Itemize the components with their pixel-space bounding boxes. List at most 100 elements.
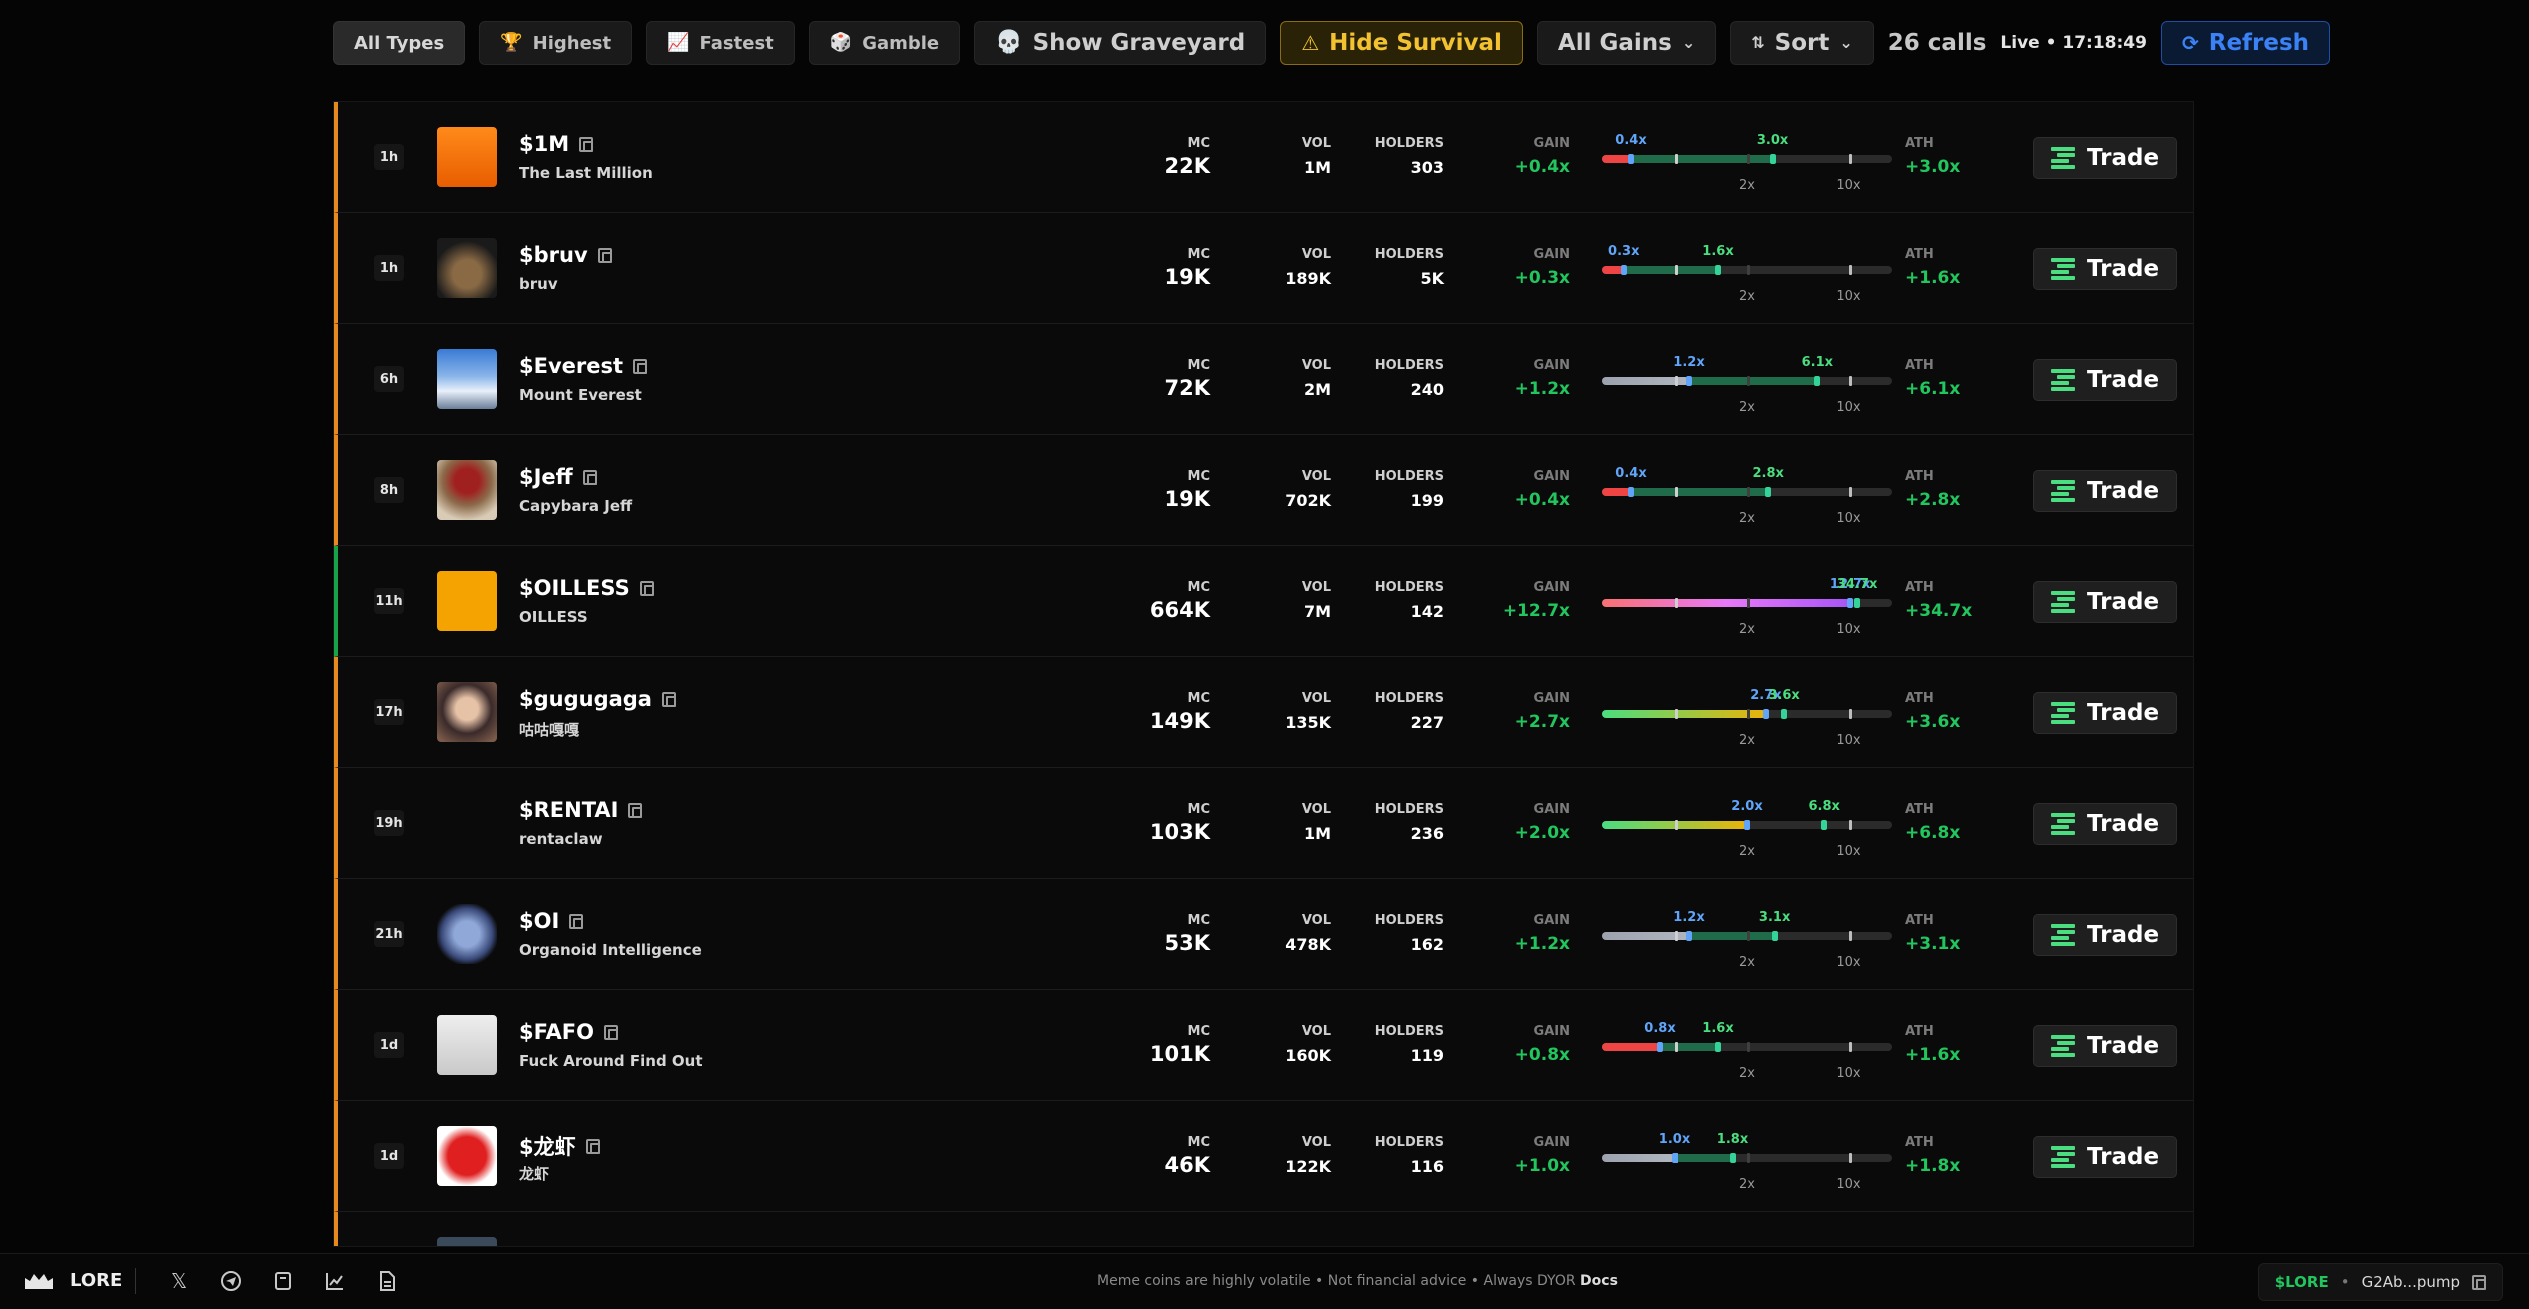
filter-gamble-button[interactable]: 🎲 Gamble [808,21,961,65]
chevron-down-icon: ⌄ [1839,33,1853,52]
copy-icon[interactable] [579,136,594,152]
volume: VOL 7M [1301,580,1331,621]
table-row[interactable]: 19h $RENTAI rentaclaw MC 103K VOL 1M HOLDE… [334,768,2193,879]
contract-address[interactable]: $LORE • G2Ab...pump [2257,1263,2503,1301]
holders: HOLDERS 240 [1374,358,1444,399]
telegram-icon[interactable] [220,1270,242,1292]
ath-marker-label: 3.1x [1758,910,1791,925]
refresh-button[interactable]: ⟳ Refresh [2160,21,2331,65]
trade-button[interactable]: Trade [2033,581,2177,623]
token-name: Capybara Jeff [519,497,633,515]
hide-survival-button[interactable]: ⚠ Hide Survival [1280,21,1523,65]
age-badge: 1h [374,255,404,281]
table-row[interactable]: 1h $bruv bruv MC 19K VOL 189K HOLDERS 5K GA… [334,213,2193,324]
copy-icon[interactable] [2472,1274,2486,1290]
ath: ATH +1.6x [1905,247,1961,288]
gain-marker [1671,1153,1678,1163]
token-symbol-text: $OI [519,909,560,933]
age-badge: 17h [374,699,404,725]
tick-2x [1747,1153,1750,1163]
show-graveyard-button[interactable]: 💀 Show Graveyard [974,21,1267,65]
age-badge: 1d [374,1143,404,1169]
trade-label: Trade [2086,478,2160,504]
gain-fill [1602,932,1689,940]
mark-2x-label: 2x [1739,511,1755,526]
copy-icon[interactable] [604,1024,618,1040]
token-avatar [437,1126,497,1186]
copy-icon[interactable] [633,358,648,374]
tick-10x [1848,820,1852,830]
trade-icon [2050,147,2075,169]
copy-icon[interactable] [628,802,643,818]
mark-2x-label: 2x [1739,1066,1755,1081]
tick-1x [1674,1042,1678,1052]
copy-icon[interactable] [661,691,676,707]
dice-icon: 🎲 [829,32,853,53]
trade-label: Trade [2086,811,2160,837]
market-cap: MC 101K [1149,1024,1210,1066]
copy-icon[interactable] [597,247,612,263]
trade-button[interactable]: Trade [2033,1025,2177,1067]
table-row[interactable]: 11h $OILLESS OILLESS MC 664K VOL 7M HOLDER… [334,546,2193,657]
volume: VOL 122K [1285,1135,1331,1176]
gain-fill [1602,710,1766,718]
ath-marker [1821,820,1828,830]
filter-fastest-button[interactable]: 📈 Fastest [646,21,795,65]
table-row[interactable]: 1d $FAFO Fuck Around Find Out MC 101K VOL… [334,990,2193,1101]
copy-icon[interactable] [639,580,654,596]
document-icon[interactable] [376,1270,398,1292]
footer-links: 𝕏 [135,1268,428,1294]
gain: GAIN +1.2x [1514,358,1570,399]
trade-button[interactable]: Trade [2033,1136,2177,1178]
holders: HOLDERS 119 [1374,1024,1444,1065]
table-row[interactable] [334,1212,2193,1246]
table-row[interactable]: 1d $龙虾 龙虾 MC 46K VOL 122K HOLDERS 116 GAIN +… [334,1101,2193,1212]
table-row[interactable]: 6h $Everest Mount Everest MC 72K VOL 2M HO… [334,324,2193,435]
trade-button[interactable]: Trade [2033,470,2177,512]
market-cap: MC 103K [1149,802,1210,844]
mark-10x-label: 10x [1836,178,1861,193]
table-row[interactable]: 8h $Jeff Capybara Jeff MC 19K VOL 702K HOL… [334,435,2193,546]
gain-progress-bar: 1.2x 3.1x 2x 10x [1602,910,1892,970]
gain-progress-bar: 2.7x 3.6x 2x 10x [1602,688,1892,748]
gains-select[interactable]: All Gains ⌄ [1536,21,1717,65]
filter-highest-button[interactable]: 🏆 Highest [479,21,633,65]
tick-2x [1747,931,1750,941]
tick-2x [1747,709,1750,719]
ath-marker-label: 6.1x [1801,355,1834,370]
gain-marker [1847,598,1854,608]
gain-marker [1686,376,1692,386]
holders: HOLDERS 142 [1374,580,1444,621]
docs-link[interactable]: Docs [1580,1273,1618,1289]
gain-marker-label: 0.3x [1608,244,1640,259]
volume: VOL 160K [1285,1024,1331,1065]
sort-select[interactable]: ⇅ Sort ⌄ [1730,21,1874,65]
copy-icon[interactable] [569,913,584,929]
table-row[interactable]: 17h $gugugaga 咕咕嘎嘎 MC 149K VOL 135K HOLDER… [334,657,2193,768]
gain-marker-label: 0.4x [1615,466,1647,481]
filter-all-types-button[interactable]: All Types [333,21,466,65]
mark-10x-label: 10x [1836,622,1861,637]
trade-button[interactable]: Trade [2033,803,2177,845]
table-row[interactable]: 1h $1M The Last Million MC 22K VOL 1M HOLD… [334,102,2193,213]
chevron-down-icon: ⌄ [1681,33,1696,52]
token-avatar [437,349,497,409]
table-row[interactable]: 21h $OI Organoid Intelligence MC 53K VOL 4… [334,879,2193,990]
token-symbol-text: $OILLESS [519,576,630,600]
trade-button[interactable]: Trade [2033,137,2177,179]
token-symbol: $OI [519,909,584,933]
market-cap: MC 19K [1164,247,1211,289]
trade-button[interactable]: Trade [2033,692,2177,734]
trade-button[interactable]: Trade [2033,914,2177,956]
trade-button[interactable]: Trade [2033,359,2177,401]
copy-icon[interactable] [585,1138,600,1154]
chart-icon[interactable] [324,1270,346,1292]
book-icon[interactable] [272,1270,294,1292]
trade-button[interactable]: Trade [2033,248,2177,290]
gain: GAIN +0.3x [1514,247,1570,288]
token-symbol: $1M [519,132,594,156]
gain-progress-bar: 1.0x 1.8x 2x 10x [1602,1132,1892,1192]
x-icon[interactable]: 𝕏 [170,1269,188,1293]
copy-icon[interactable] [582,469,597,485]
brand[interactable]: LORE [24,1270,122,1291]
